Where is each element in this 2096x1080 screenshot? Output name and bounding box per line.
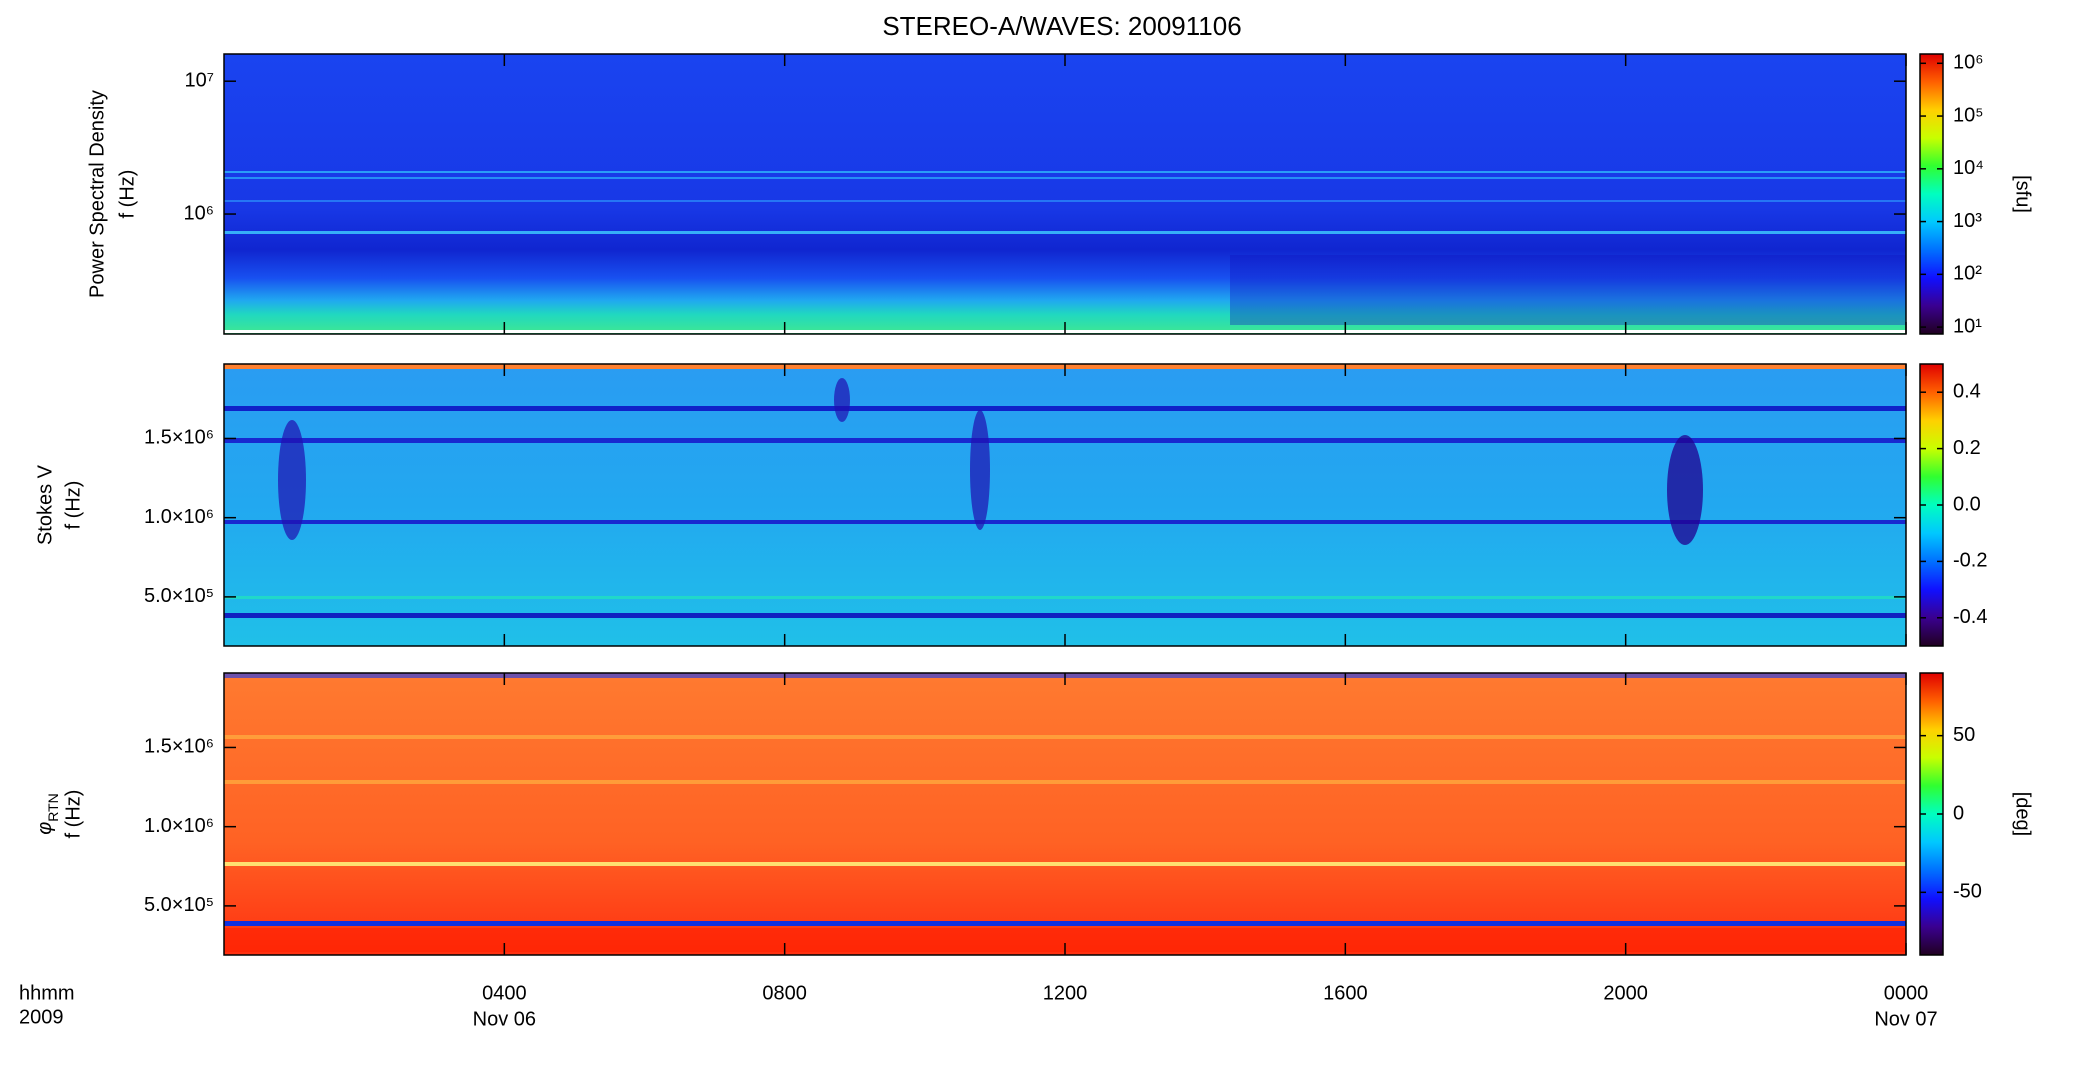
x-axis-year: 2009 bbox=[19, 1006, 64, 1028]
y-tick-label: 5.0×10⁵ bbox=[144, 585, 214, 607]
y-axis-label: Stokes V bbox=[34, 464, 56, 545]
colorbar-tick-label: 10⁴ bbox=[1953, 157, 1984, 179]
y-axis-unit: f (Hz) bbox=[62, 790, 84, 839]
colorbar bbox=[1919, 53, 1944, 335]
y-axis-label: φRTN bbox=[34, 793, 60, 835]
spectrogram-image bbox=[224, 54, 1906, 955]
y-tick-label: 1.0×10⁶ bbox=[144, 506, 214, 528]
y-tick-label: 10⁷ bbox=[185, 69, 214, 91]
y-axis-label: Power Spectral Density bbox=[86, 90, 108, 298]
x-axis-label: hhmm bbox=[19, 982, 75, 1004]
colorbar-tick-label: 10² bbox=[1953, 263, 1982, 285]
y-tick-label: 5.0×10⁵ bbox=[144, 894, 214, 916]
y-axis-unit: f (Hz) bbox=[116, 170, 138, 219]
colorbar-tick-label: 50 bbox=[1953, 724, 1975, 746]
colorbar-tick-label: 0.2 bbox=[1953, 437, 1981, 459]
colorbar-tick-label: 0.0 bbox=[1953, 493, 1981, 515]
y-axis-subscript: RTN bbox=[45, 793, 61, 822]
x-tick-label: 0800 bbox=[762, 982, 807, 1004]
y-tick-label: 10⁶ bbox=[184, 202, 214, 224]
chart-title: STEREO-A/WAVES: 20091106 bbox=[882, 11, 1241, 41]
x-tick-date: Nov 07 bbox=[1874, 1008, 1937, 1030]
x-tick-label: 1200 bbox=[1043, 982, 1088, 1004]
y-tick-label: 1.5×10⁶ bbox=[144, 736, 214, 758]
x-tick-label: 0000 bbox=[1884, 982, 1929, 1004]
colorbar-tick-label: -0.4 bbox=[1953, 606, 1987, 628]
colorbar-tick-label: 0.4 bbox=[1953, 380, 1981, 402]
x-tick-label: 1600 bbox=[1323, 982, 1368, 1004]
colorbar-tick-label: -50 bbox=[1953, 881, 1982, 903]
y-tick-label: 1.0×10⁶ bbox=[144, 815, 214, 837]
x-tick-label: 0400 bbox=[482, 982, 527, 1004]
colorbar-tick-label: 10¹ bbox=[1953, 315, 1982, 337]
colorbar-label: [sfu] bbox=[2012, 175, 2034, 213]
colorbar-tick-label: 10⁶ bbox=[1953, 52, 1983, 74]
colorbar-tick-label: -0.2 bbox=[1953, 550, 1987, 572]
x-tick-date: Nov 06 bbox=[473, 1008, 536, 1030]
colorbar-tick-label: 10⁵ bbox=[1953, 104, 1984, 126]
colorbar-label: [deg] bbox=[2012, 792, 2034, 836]
colorbar-tick-label: 10³ bbox=[1953, 210, 1982, 232]
y-axis-symbol: φ bbox=[34, 822, 56, 835]
x-tick-label: 2000 bbox=[1603, 982, 1648, 1004]
colorbar-tick-label: 0 bbox=[1953, 802, 1964, 824]
y-tick-label: 1.5×10⁶ bbox=[144, 427, 214, 449]
y-axis-unit: f (Hz) bbox=[62, 481, 84, 530]
